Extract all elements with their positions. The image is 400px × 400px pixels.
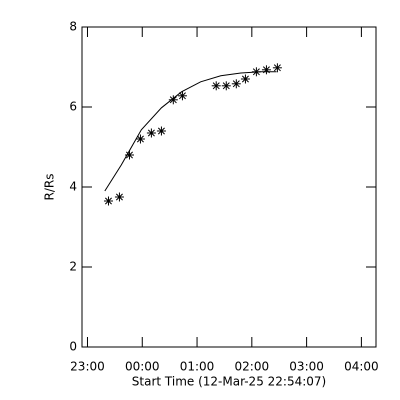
x-tick-label: 01:00 <box>180 360 215 374</box>
data-point <box>240 74 250 84</box>
data-point <box>211 81 221 91</box>
asterisk-stroke <box>147 129 155 137</box>
x-tick-label: 02:00 <box>235 360 270 374</box>
data-point <box>168 95 178 105</box>
asterisk-stroke <box>104 197 112 205</box>
asterisk-stroke <box>232 80 240 88</box>
x-tick-label: 23:00 <box>70 360 105 374</box>
x-tick-label: 04:00 <box>344 360 379 374</box>
x-tick-label: 03:00 <box>289 360 324 374</box>
y-tick-label: 2 <box>69 260 77 274</box>
data-point <box>177 91 187 101</box>
asterisk-stroke <box>273 64 281 72</box>
data-point <box>124 150 134 160</box>
y-tick-label: 6 <box>69 100 77 114</box>
data-point <box>231 79 241 89</box>
asterisk-stroke <box>115 193 123 201</box>
asterisk-stroke <box>136 135 144 143</box>
y-tick-label: 4 <box>69 180 77 194</box>
asterisk-stroke <box>178 92 186 100</box>
data-point <box>114 192 124 202</box>
asterisk-stroke <box>241 75 249 83</box>
data-point <box>103 196 113 206</box>
asterisk-stroke <box>157 127 165 135</box>
y-tick-label: 8 <box>69 20 77 34</box>
asterisk-stroke <box>212 82 220 90</box>
data-point <box>146 128 156 138</box>
x-axis-label: Start Time (12-Mar-25 22:54:07) <box>132 375 326 389</box>
data-point <box>272 63 282 73</box>
asterisk-stroke <box>169 96 177 104</box>
data-point <box>261 65 271 75</box>
data-point <box>221 81 231 91</box>
fit-line <box>104 71 277 192</box>
y-axis-label: R/Rs <box>43 174 57 201</box>
data-point <box>156 126 166 136</box>
y-tick-label: 0 <box>69 340 77 354</box>
x-tick-label: 00:00 <box>125 360 160 374</box>
asterisk-stroke <box>222 82 230 90</box>
asterisk-stroke <box>125 151 133 159</box>
data-point <box>135 134 145 144</box>
